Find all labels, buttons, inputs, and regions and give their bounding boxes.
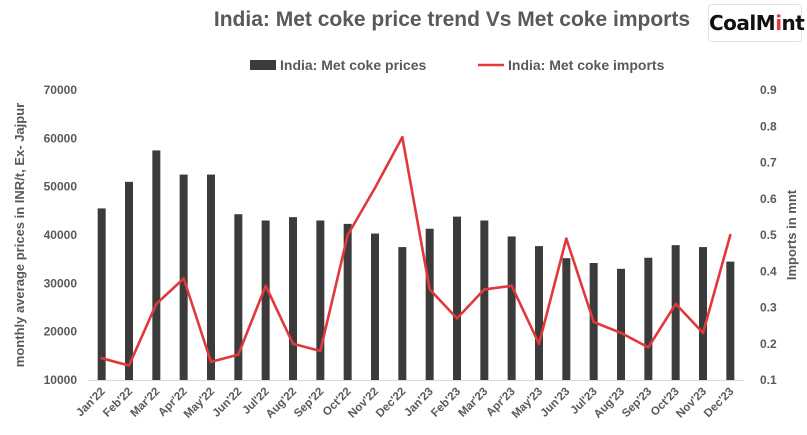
y-tick-label: 30000 (44, 276, 78, 290)
y2-tick-label: 0.6 (760, 192, 777, 206)
line-point (537, 342, 541, 345)
line-point (346, 233, 349, 237)
x-tick-label: Jun'23 (539, 386, 573, 420)
line-point (401, 135, 404, 139)
y-tick-label: 40000 (44, 228, 78, 242)
line-point (209, 360, 213, 364)
line-point (264, 284, 267, 287)
line-point (373, 186, 377, 190)
y2-tick-label: 0.1 (760, 373, 777, 387)
series-line-imports (101, 135, 732, 367)
line-point (127, 364, 131, 367)
line-point (428, 288, 431, 291)
chart-title: India: Met coke price trend Vs Met coke … (213, 8, 690, 31)
y-tick-label: 60000 (44, 131, 78, 145)
bar (261, 220, 270, 380)
x-tick-label: May'22 (182, 386, 217, 421)
bar (644, 257, 653, 380)
x-tick-label: Sep'23 (620, 386, 654, 420)
bar (726, 261, 735, 380)
x-tick-label: Jan'22 (74, 386, 107, 419)
bar (617, 268, 625, 380)
line-point (291, 342, 295, 345)
bar (152, 150, 161, 380)
bar (425, 228, 434, 380)
y2-tick-label: 0.8 (760, 119, 777, 133)
line-point (647, 346, 650, 349)
line-point (455, 317, 459, 320)
bar (671, 245, 680, 380)
line-point (701, 331, 705, 335)
legend-swatch-prices (250, 60, 276, 70)
x-tick-label: Mar'23 (457, 386, 491, 420)
bar (535, 246, 543, 380)
x-tick-label: Nov'23 (674, 386, 709, 421)
y2-tick-label: 0.7 (760, 156, 777, 170)
x-tick-label: Nov'22 (346, 386, 381, 421)
y2-tick-label: 0.3 (760, 301, 777, 315)
line-point (510, 284, 513, 287)
x-tick-label: Aug'22 (264, 386, 299, 421)
bar (289, 217, 297, 380)
line-point (319, 349, 322, 353)
bar (562, 258, 571, 380)
y-axis-title: monthly average prices in INR/t, Ex- Jaj… (12, 103, 27, 367)
x-tick-label: Jun'22 (211, 386, 245, 420)
y2-tick-label: 0.5 (760, 228, 777, 242)
x-tick-label: Sep'22 (292, 386, 326, 420)
bar (207, 174, 215, 380)
y-tick-label: 70000 (44, 83, 78, 97)
y2-axis-title: Imports in mnt (784, 189, 799, 280)
x-tick-label: Dec'23 (702, 386, 736, 420)
x-tick-label: Mar'22 (129, 386, 163, 420)
bar (507, 236, 516, 380)
bar (97, 208, 106, 380)
bar (343, 223, 352, 380)
line-point (729, 233, 732, 237)
x-tick-label: Dec'22 (374, 386, 408, 420)
bar (398, 247, 407, 380)
y2-tick-label: 0.9 (760, 83, 777, 97)
bar (371, 233, 379, 380)
legend-label-prices: India: Met coke prices (280, 57, 426, 73)
bar (125, 181, 133, 380)
line-point (674, 302, 677, 306)
x-tick-label: Feb'23 (429, 386, 463, 420)
bar (316, 220, 325, 380)
line-point (619, 331, 623, 335)
legend-label-imports: India: Met coke imports (508, 57, 665, 73)
bar (699, 247, 707, 380)
line-point (237, 353, 240, 356)
bar (453, 216, 461, 380)
line-point (182, 277, 185, 280)
bar (234, 214, 243, 380)
coalmint-logo: CoalMint (708, 4, 805, 42)
y-tick-label: 10000 (44, 373, 78, 387)
line-point (155, 302, 158, 306)
x-tick-label: Jan'23 (402, 386, 435, 419)
y2-tick-label: 0.2 (760, 337, 777, 351)
line-point (565, 237, 568, 240)
y2-tick-label: 0.4 (760, 264, 777, 278)
bar (480, 220, 489, 380)
y-tick-label: 20000 (44, 325, 78, 339)
line-point (592, 320, 595, 324)
x-tick-label: Aug'23 (592, 386, 627, 421)
line-point (483, 288, 486, 291)
x-tick-label: Feb'22 (101, 386, 135, 420)
line-point (100, 357, 103, 360)
y-tick-label: 50000 (44, 180, 78, 194)
x-tick-label: May'23 (510, 386, 545, 421)
